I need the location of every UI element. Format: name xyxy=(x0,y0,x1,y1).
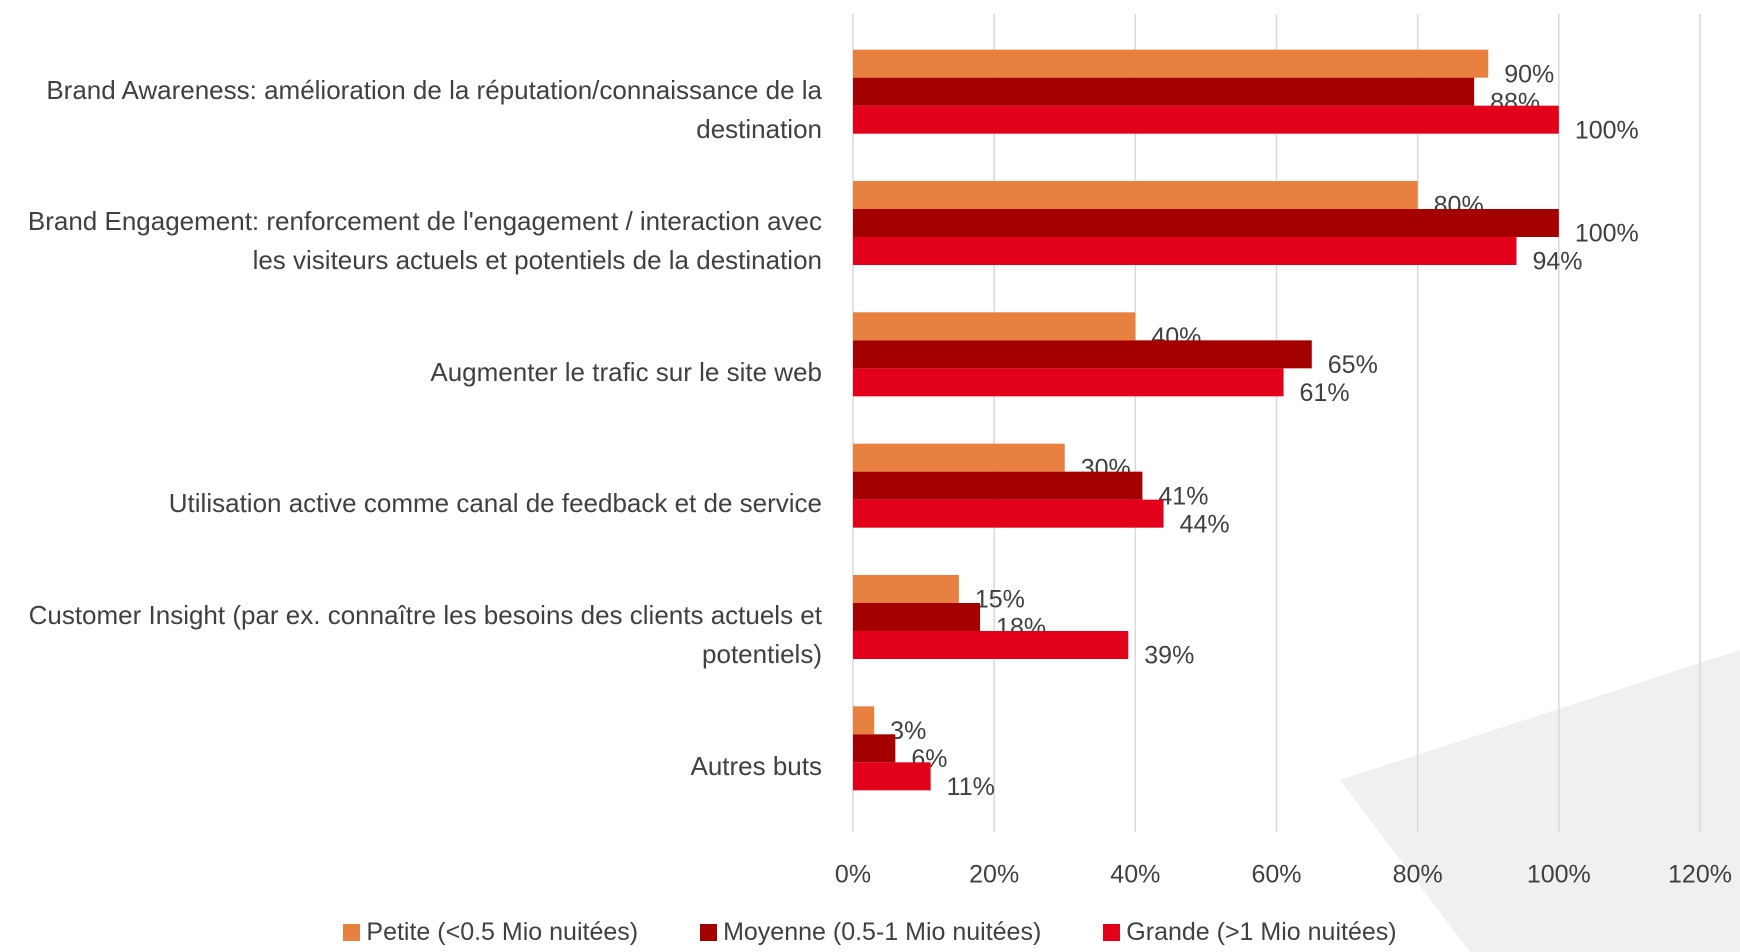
data-label: 90% xyxy=(1504,60,1554,88)
data-label: 65% xyxy=(1328,351,1378,379)
bar xyxy=(853,575,959,603)
data-label: 100% xyxy=(1575,116,1639,144)
data-label: 100% xyxy=(1575,220,1639,248)
x-tick-label: 120% xyxy=(1668,861,1732,889)
category-text: Customer Insight (par ex. connaître les … xyxy=(28,599,822,669)
bar xyxy=(853,734,896,763)
data-label: 39% xyxy=(1144,642,1194,670)
bar xyxy=(853,181,1418,209)
x-tick-label: 60% xyxy=(1251,861,1301,889)
category-label: Utilisation active comme canal de feedba… xyxy=(0,438,822,569)
data-label: 44% xyxy=(1180,510,1230,538)
legend-label: Grande (>1 Mio nuitées) xyxy=(1126,918,1397,946)
bar xyxy=(853,340,1312,369)
bar xyxy=(853,237,1517,265)
bar xyxy=(853,77,1475,106)
bar xyxy=(853,443,1065,472)
category-label: Brand Engagement: renforcement de l'enga… xyxy=(0,175,822,306)
legend-item: Moyenne (0.5-1 Mio nuitées) xyxy=(700,918,1041,947)
legend-swatch xyxy=(1103,924,1121,941)
data-label: 61% xyxy=(1300,379,1350,407)
data-label: 94% xyxy=(1532,248,1582,276)
bar xyxy=(853,499,1164,528)
category-label: Customer Insight (par ex. connaître les … xyxy=(0,569,822,700)
x-tick-label: 100% xyxy=(1527,861,1591,889)
legend-item: Grande (>1 Mio nuitées) xyxy=(1103,918,1397,947)
background-shape xyxy=(1340,650,1740,952)
category-label: Brand Awareness: amélioration de la répu… xyxy=(0,44,822,175)
legend: Petite (<0.5 Mio nuitées) Moyenne (0.5-1 … xyxy=(0,918,1740,947)
category-text: Brand Engagement: renforcement de l'enga… xyxy=(27,205,822,275)
x-tick-label: 0% xyxy=(835,861,871,889)
bar xyxy=(853,706,875,735)
category-text: Brand Awareness: amélioration de la répu… xyxy=(46,74,822,144)
category-label: Augmenter le trafic sur le site web xyxy=(0,307,822,438)
bar xyxy=(853,368,1284,397)
legend-item: Petite (<0.5 Mio nuitées) xyxy=(343,918,638,947)
data-label: 15% xyxy=(975,586,1025,614)
bar xyxy=(853,631,1129,659)
legend-label: Petite (<0.5 Mio nuitées) xyxy=(366,918,639,946)
legend-swatch xyxy=(343,924,361,941)
bar xyxy=(853,105,1559,134)
data-label: 3% xyxy=(890,717,926,745)
bar xyxy=(853,209,1559,237)
bar xyxy=(853,49,1489,78)
category-text: Utilisation active comme canal de feedba… xyxy=(168,488,822,519)
legend-swatch xyxy=(700,924,718,941)
bar xyxy=(853,471,1143,500)
x-tick-label: 80% xyxy=(1393,861,1443,889)
x-tick-label: 20% xyxy=(969,861,1019,889)
bar xyxy=(853,603,981,631)
category-text: Augmenter le trafic sur le site web xyxy=(430,356,822,387)
x-tick-label: 40% xyxy=(1110,861,1160,889)
bar xyxy=(853,312,1136,341)
data-label: 11% xyxy=(947,773,995,801)
bar xyxy=(853,762,931,791)
data-label: 41% xyxy=(1158,482,1208,510)
legend-label: Moyenne (0.5-1 Mio nuitées) xyxy=(723,918,1042,946)
category-label: Autres buts xyxy=(0,701,822,832)
category-text: Autres buts xyxy=(690,750,822,781)
